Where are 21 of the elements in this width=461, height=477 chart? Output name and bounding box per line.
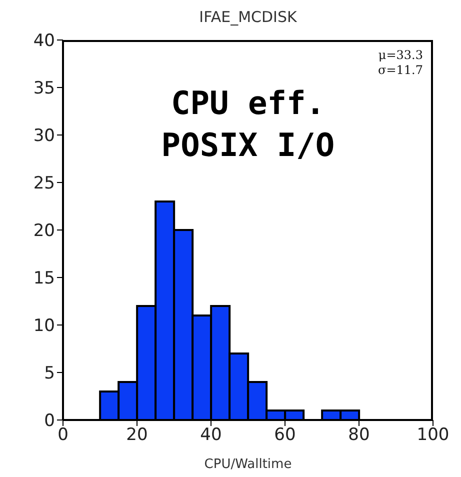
y-tick-label: 15 [33,268,55,289]
y-tick-label: 0 [44,411,55,432]
y-tick-label: 10 [33,316,55,336]
y-tick-label: 5 [44,364,55,384]
annotation: σ=11.7 [378,63,423,78]
x-tick-label: 100 [416,425,450,446]
chart-title: IFAE_MCDISK [198,8,298,28]
annotation: POSIX I/O [160,125,336,166]
y-tick-label: 25 [33,174,55,194]
x-tick-label: 80 [348,425,370,446]
y-tick-label: 20 [33,221,55,242]
annotation: μ=33.3 [378,48,423,63]
y-tick-label: 40 [33,31,55,52]
x-tick-label: 20 [126,425,148,446]
x-tick-label: 0 [58,425,68,446]
x-axis-title: CPU/Walltime [204,457,292,472]
x-tick-label: 60 [274,425,296,446]
y-tick-label: 30 [33,126,55,146]
y-tick-label: 35 [33,78,55,99]
annotation: CPU eff. [170,83,326,124]
x-tick-label: 40 [200,425,222,446]
